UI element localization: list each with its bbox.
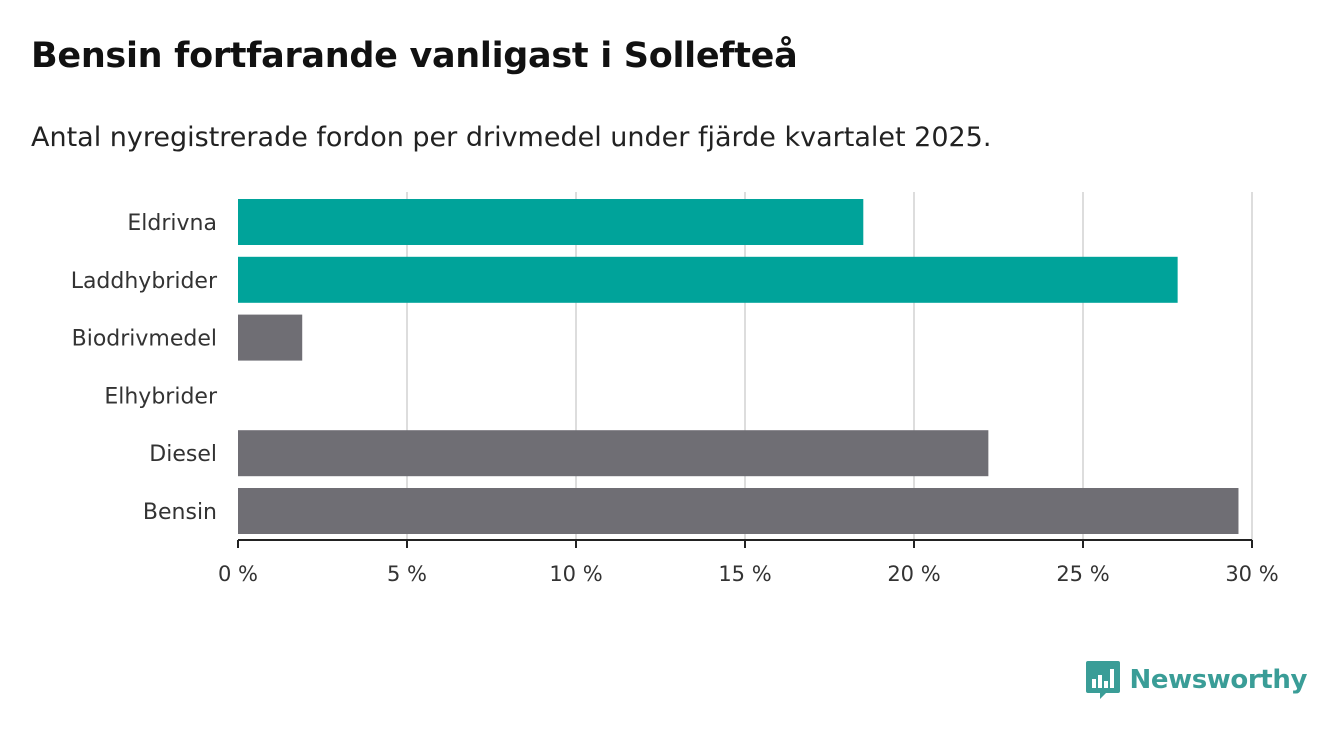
x-axis: 0 % 5 % 10 % 15 % 20 % 25 % 30 % bbox=[218, 539, 1279, 586]
bar-chart-logo-icon bbox=[1085, 661, 1120, 699]
bar-diesel bbox=[238, 430, 989, 477]
bar-biodrivmedel bbox=[238, 314, 303, 361]
x-tick-label: 20 % bbox=[887, 562, 940, 586]
x-tick-label: 30 % bbox=[1225, 562, 1278, 586]
category-label-eldrivna: Eldrivna bbox=[127, 211, 217, 236]
brand-name: Newsworthy bbox=[1129, 665, 1308, 695]
newsworthy-brand: Newsworthy bbox=[1085, 661, 1308, 699]
x-tick-label: 10 % bbox=[549, 562, 602, 586]
x-tick-label: 25 % bbox=[1056, 562, 1109, 586]
bar-laddhybrider bbox=[238, 256, 1178, 303]
x-tick-label: 15 % bbox=[718, 562, 771, 586]
category-label-elhybrider: Elhybrider bbox=[104, 384, 218, 409]
bar-eldrivna bbox=[238, 199, 864, 245]
category-label-biodrivmedel: Biodrivmedel bbox=[72, 327, 217, 352]
x-tick-label: 0 % bbox=[218, 562, 258, 586]
x-tick-label: 5 % bbox=[387, 562, 427, 586]
chart-title: Bensin fortfarande vanligast i Sollefteå bbox=[31, 36, 798, 76]
bars bbox=[238, 199, 1239, 534]
bar-bensin bbox=[238, 488, 1239, 534]
category-labels: Eldrivna Laddhybrider Biodrivmedel Elhybrid… bbox=[71, 211, 218, 525]
gridlines bbox=[406, 192, 1253, 540]
category-label-diesel: Diesel bbox=[149, 442, 217, 467]
category-label-bensin: Bensin bbox=[143, 500, 217, 525]
category-label-laddhybrider: Laddhybrider bbox=[71, 269, 218, 294]
chart-subtitle: Antal nyregistrerade fordon per drivmede… bbox=[31, 122, 992, 153]
